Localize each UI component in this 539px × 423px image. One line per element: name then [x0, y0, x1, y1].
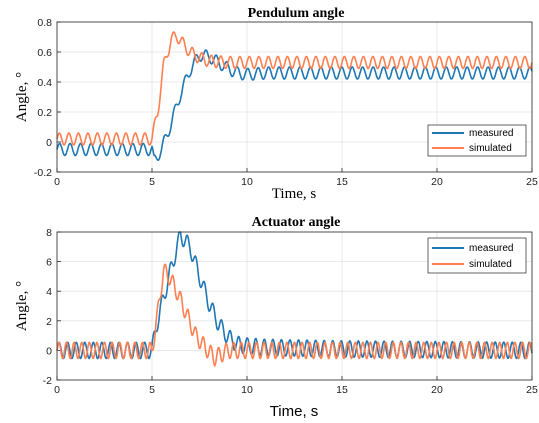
y-tick-label: 8	[46, 227, 52, 239]
x-tick-label: 20	[431, 384, 443, 396]
legend-label-simulated: simulated	[469, 259, 512, 270]
x-axis-label: Time, s	[270, 403, 319, 420]
series-line-simulated	[56, 263, 533, 367]
pendulum-angle-chart: Pendulum angle 0 5 10 15 20 25-0.200.20.40.60…	[14, 6, 538, 202]
y-tick-label: -0.2	[34, 167, 52, 179]
y-axis-label: Angle, °	[14, 72, 30, 122]
chart-title: Pendulum angle	[248, 6, 345, 21]
x-tick-label: 0	[54, 384, 60, 396]
x-tick-label: 10	[241, 384, 253, 396]
x-tick-label: 20	[431, 176, 443, 188]
x-tick-label: 10	[241, 176, 253, 188]
legend: measured simulated	[427, 237, 527, 274]
data-lines	[56, 31, 533, 161]
legend-box	[427, 237, 527, 274]
legend: measured simulated	[427, 124, 527, 157]
y-tick-label: 0.4	[37, 77, 52, 89]
x-tick-label: 5	[149, 384, 155, 396]
x-axis-label: Time, s	[272, 186, 317, 202]
axis-ticks: 0 5 10 15 20 25-0.200.20.40.60.8	[34, 17, 538, 188]
y-tick-label: 0	[46, 137, 52, 149]
plot-frame	[56, 21, 533, 173]
x-tick-label: 0	[54, 176, 60, 188]
x-tick-label: 25	[526, 384, 538, 396]
y-tick-label: 0.2	[37, 107, 52, 119]
x-tick-label: 15	[336, 176, 348, 188]
y-tick-label: 6	[46, 257, 52, 269]
series-line-measured	[56, 49, 533, 161]
data-lines	[56, 231, 533, 367]
plot-frame	[56, 231, 533, 381]
x-tick-label: 5	[149, 176, 155, 188]
y-tick-label: 0.8	[37, 17, 52, 29]
legend-label-measured: measured	[469, 243, 513, 254]
x-tick-label: 25	[526, 176, 538, 188]
legend-label-measured: measured	[469, 128, 513, 139]
y-tick-label: 0	[46, 345, 52, 357]
y-tick-label: 4	[46, 286, 52, 298]
y-tick-label: -2	[43, 375, 52, 387]
y-axis-label: Angle, °	[14, 281, 30, 331]
series-line-simulated	[56, 31, 533, 146]
chart-title: Actuator angle	[252, 215, 341, 230]
series-line-measured	[56, 231, 533, 360]
y-tick-label: 2	[46, 316, 52, 328]
y-tick-label: 0.6	[37, 47, 52, 59]
legend-label-simulated: simulated	[469, 143, 512, 154]
legend-box	[427, 124, 527, 157]
x-tick-label: 15	[336, 384, 348, 396]
